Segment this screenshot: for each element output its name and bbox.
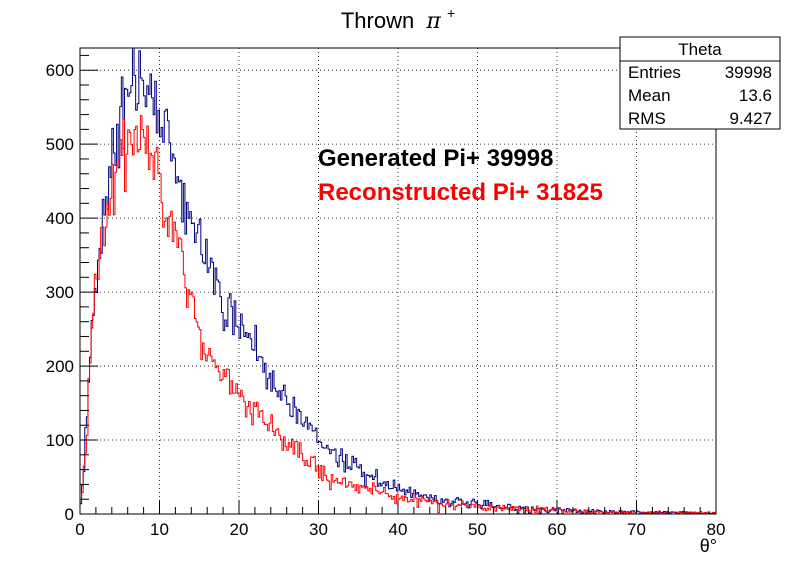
- chart-title-sup: +: [447, 5, 455, 21]
- y-tick-label: 600: [46, 61, 74, 80]
- chart-title: Thrown π +: [341, 5, 455, 34]
- y-tick-label: 200: [46, 357, 74, 376]
- annotation-generated: Generated Pi+ 39998: [318, 145, 553, 172]
- stats-label-rms: RMS: [628, 109, 666, 128]
- stats-value-rms: 9.427: [729, 109, 772, 128]
- stats-box-frame: [619, 36, 781, 130]
- x-tick-label: 70: [627, 520, 646, 539]
- x-tick-label: 60: [548, 520, 567, 539]
- stats-value-mean: 13.6: [739, 86, 772, 105]
- x-tick-label: 40: [389, 520, 408, 539]
- y-tick-label: 500: [46, 135, 74, 154]
- stats-box-title: Theta: [678, 40, 722, 59]
- stats-value-entries: 39998: [725, 63, 772, 82]
- grid-lines: [80, 48, 716, 514]
- histogram-series-1: [79, 47, 717, 515]
- x-tick-label: 0: [75, 520, 84, 539]
- y-tick-label: 100: [46, 431, 74, 450]
- histogram-series-2: [79, 115, 717, 515]
- x-tick-label: 10: [150, 520, 169, 539]
- stats-label-mean: Mean: [628, 86, 671, 105]
- series-layer: [79, 47, 717, 515]
- annotations: Generated Pi+ 39998 Reconstructed Pi+ 31…: [318, 145, 603, 206]
- x-tick-label: 20: [230, 520, 249, 539]
- x-tick-label: 50: [468, 520, 487, 539]
- stats-label-entries: Entries: [628, 63, 681, 82]
- chart-title-text: Thrown: [341, 8, 414, 33]
- x-tick-label: 30: [309, 520, 328, 539]
- axes: 0 10 20 30 40 50 60 70 80 0 100 200 300 400 500 600: [46, 54, 726, 539]
- y-tick-label: 0: [65, 505, 74, 524]
- x-tick-label: 80: [707, 520, 726, 539]
- y-tick-label: 400: [46, 209, 74, 228]
- y-tick-label: 300: [46, 283, 74, 302]
- stats-box: Theta Entries 39998 Mean 13.6 RMS 9.427: [619, 36, 781, 130]
- x-axis-label: θ°: [700, 536, 717, 556]
- annotation-reconstructed: Reconstructed Pi+ 31825: [318, 179, 603, 206]
- chart-title-math: π: [425, 9, 441, 34]
